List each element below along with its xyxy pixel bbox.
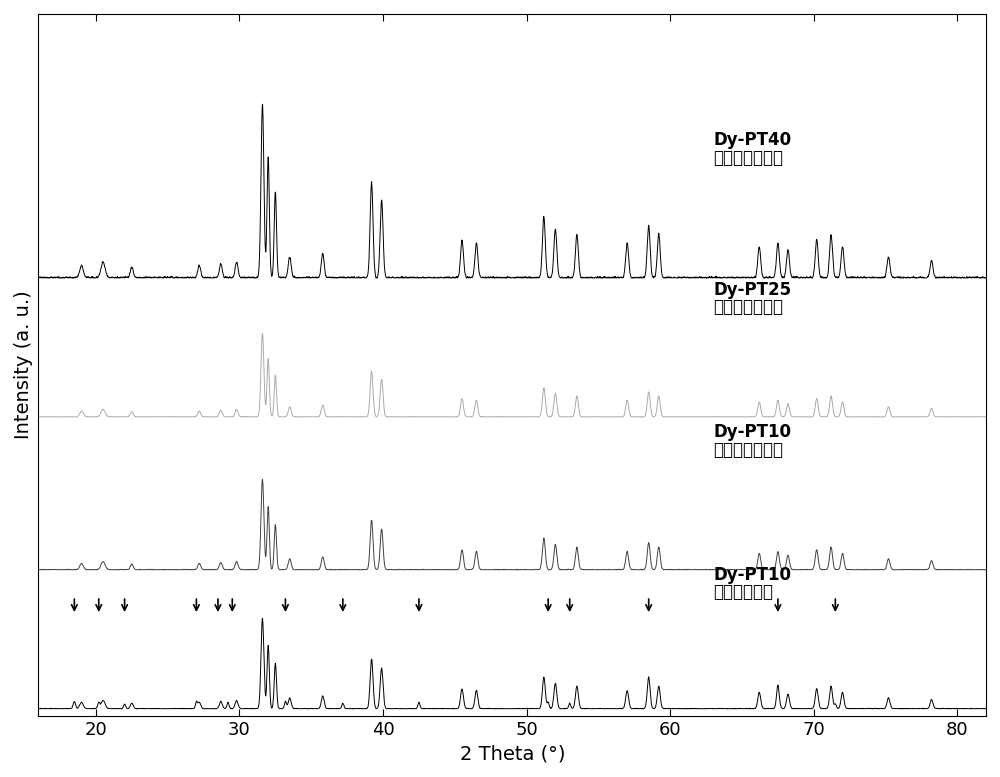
X-axis label: 2 Theta (°): 2 Theta (°)	[460, 744, 565, 763]
Text: Dy-PT10: Dy-PT10	[713, 423, 791, 441]
Text: Dy-PT10: Dy-PT10	[713, 566, 791, 584]
Text: Dy-PT25: Dy-PT25	[713, 280, 791, 299]
Y-axis label: Intensity (a. u.): Intensity (a. u.)	[14, 291, 33, 439]
Text: Dy-PT40: Dy-PT40	[713, 131, 791, 149]
Text: 本专利所述工艺: 本专利所述工艺	[713, 441, 783, 458]
Text: 本专利所述工艺: 本专利所述工艺	[713, 298, 783, 316]
Text: 本专利所述工艺: 本专利所述工艺	[713, 148, 783, 167]
Text: 传统烧结工艺: 传统烧结工艺	[713, 583, 773, 601]
